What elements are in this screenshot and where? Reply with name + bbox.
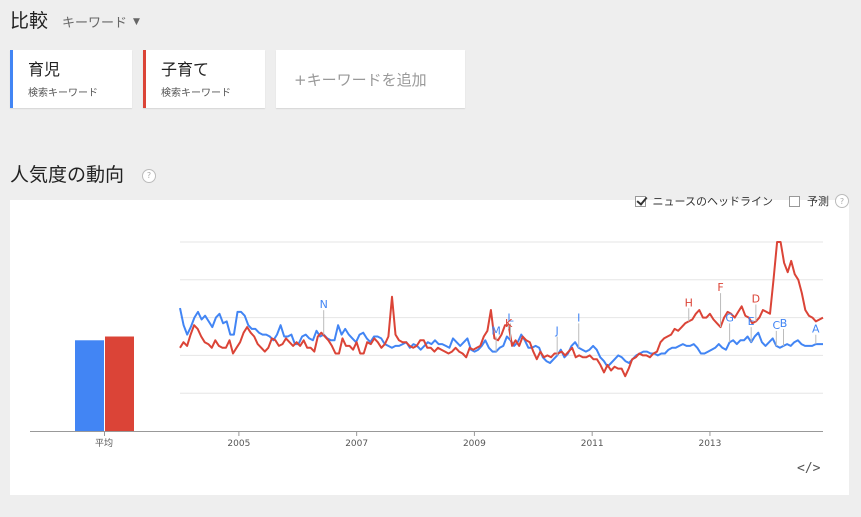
compare-header: 比較 キーワード ▼ bbox=[10, 6, 140, 33]
event-marker-label: M bbox=[491, 325, 501, 338]
x-tick-label: 2013 bbox=[698, 439, 721, 449]
event-marker-label: K bbox=[505, 317, 513, 330]
event-marker-label: E bbox=[748, 315, 755, 328]
keyword-type-dropdown[interactable]: キーワード ▼ bbox=[62, 12, 140, 31]
event-marker-label: A bbox=[812, 323, 820, 336]
section-title: 人気度の動向 bbox=[10, 164, 125, 186]
embed-code-icon[interactable]: </> bbox=[797, 461, 821, 476]
event-marker-label: D bbox=[752, 292, 760, 305]
term-label: 子育て bbox=[161, 60, 210, 79]
forecast-help-icon[interactable]: ? bbox=[835, 194, 849, 208]
average-bar bbox=[75, 340, 104, 431]
event-marker-label: L bbox=[507, 311, 514, 324]
event-marker-label: J bbox=[555, 325, 559, 338]
series-line bbox=[179, 307, 823, 368]
add-keyword-button[interactable]: +キーワードを追加 bbox=[276, 50, 465, 108]
forecast-toggle[interactable]: 予測 bbox=[789, 193, 829, 209]
event-marker-label: C bbox=[772, 319, 780, 332]
series-line bbox=[179, 241, 824, 378]
term-cards: 育児 検索キーワード 子育て 検索キーワード +キーワードを追加 bbox=[10, 50, 465, 108]
section-heading: 人気度の動向 ? bbox=[10, 160, 157, 187]
help-icon[interactable]: ? bbox=[142, 168, 157, 183]
x-tick-label: 2007 bbox=[345, 439, 368, 449]
term-card-kosodate[interactable]: 子育て 検索キーワード bbox=[143, 50, 265, 108]
event-marker-label: G bbox=[725, 311, 734, 324]
event-marker-label: B bbox=[780, 317, 788, 330]
keyword-type-label: キーワード bbox=[62, 16, 128, 31]
term-card-ikuji[interactable]: 育児 検索キーワード bbox=[10, 50, 132, 108]
event-marker-label: I bbox=[577, 311, 580, 324]
event-marker-label: N bbox=[320, 298, 328, 311]
x-tick-label: 2005 bbox=[227, 439, 250, 449]
forecast-checkbox[interactable] bbox=[789, 195, 800, 207]
page-title: 比較 bbox=[10, 10, 49, 32]
event-marker-label: F bbox=[717, 281, 723, 294]
term-color-marker bbox=[10, 50, 13, 108]
event-marker-label: H bbox=[685, 296, 693, 309]
term-type-label: 検索キーワード bbox=[161, 88, 231, 99]
news-headlines-checkbox[interactable] bbox=[634, 195, 646, 207]
x-tick-label: 2011 bbox=[581, 439, 604, 449]
term-label: 育児 bbox=[28, 60, 61, 79]
average-label: 平均 bbox=[95, 437, 113, 449]
chevron-down-icon: ▼ bbox=[133, 16, 140, 27]
news-headlines-label: ニュースのヘッドライン bbox=[652, 195, 773, 208]
term-type-label: 検索キーワード bbox=[28, 88, 98, 99]
chart-options: ニュースのヘッドライン 予測 ? bbox=[619, 193, 849, 209]
x-tick-label: 2009 bbox=[463, 439, 486, 449]
term-color-marker bbox=[143, 50, 146, 108]
news-headlines-toggle[interactable]: ニュースのヘッドライン bbox=[634, 193, 773, 209]
forecast-label: 予測 bbox=[807, 195, 829, 208]
average-bar bbox=[105, 336, 134, 431]
